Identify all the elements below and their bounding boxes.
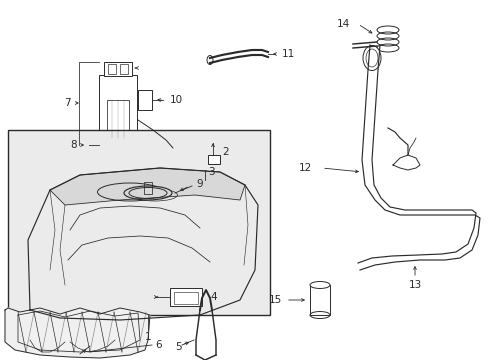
- Bar: [99, 75, 137, 140]
- Bar: [170, 288, 202, 306]
- Bar: [120, 64, 128, 74]
- Text: 5: 5: [174, 342, 181, 352]
- Bar: [8, 130, 269, 315]
- Text: 7: 7: [63, 98, 70, 108]
- Bar: [138, 90, 152, 110]
- Text: 11: 11: [282, 49, 295, 59]
- Bar: [309, 285, 329, 315]
- Ellipse shape: [309, 282, 329, 288]
- Text: 1: 1: [144, 332, 151, 342]
- Text: 14: 14: [336, 19, 349, 29]
- Text: 9: 9: [196, 179, 202, 189]
- Text: 2: 2: [222, 147, 228, 157]
- Text: 6: 6: [155, 340, 162, 350]
- Ellipse shape: [124, 186, 172, 200]
- Ellipse shape: [362, 45, 380, 71]
- Polygon shape: [5, 308, 150, 358]
- Ellipse shape: [206, 55, 213, 64]
- Text: 4: 4: [209, 292, 216, 302]
- Bar: [143, 182, 152, 194]
- Bar: [207, 155, 220, 164]
- Text: 8: 8: [71, 140, 77, 150]
- Bar: [108, 64, 116, 74]
- Bar: [172, 146, 182, 153]
- Polygon shape: [50, 168, 244, 205]
- Text: 3: 3: [207, 167, 214, 177]
- Text: 12: 12: [298, 163, 311, 173]
- Text: 15: 15: [268, 295, 282, 305]
- Text: 10: 10: [170, 95, 183, 105]
- Bar: [174, 292, 198, 304]
- Bar: [104, 62, 132, 76]
- Bar: [107, 100, 129, 138]
- Text: 13: 13: [407, 280, 421, 290]
